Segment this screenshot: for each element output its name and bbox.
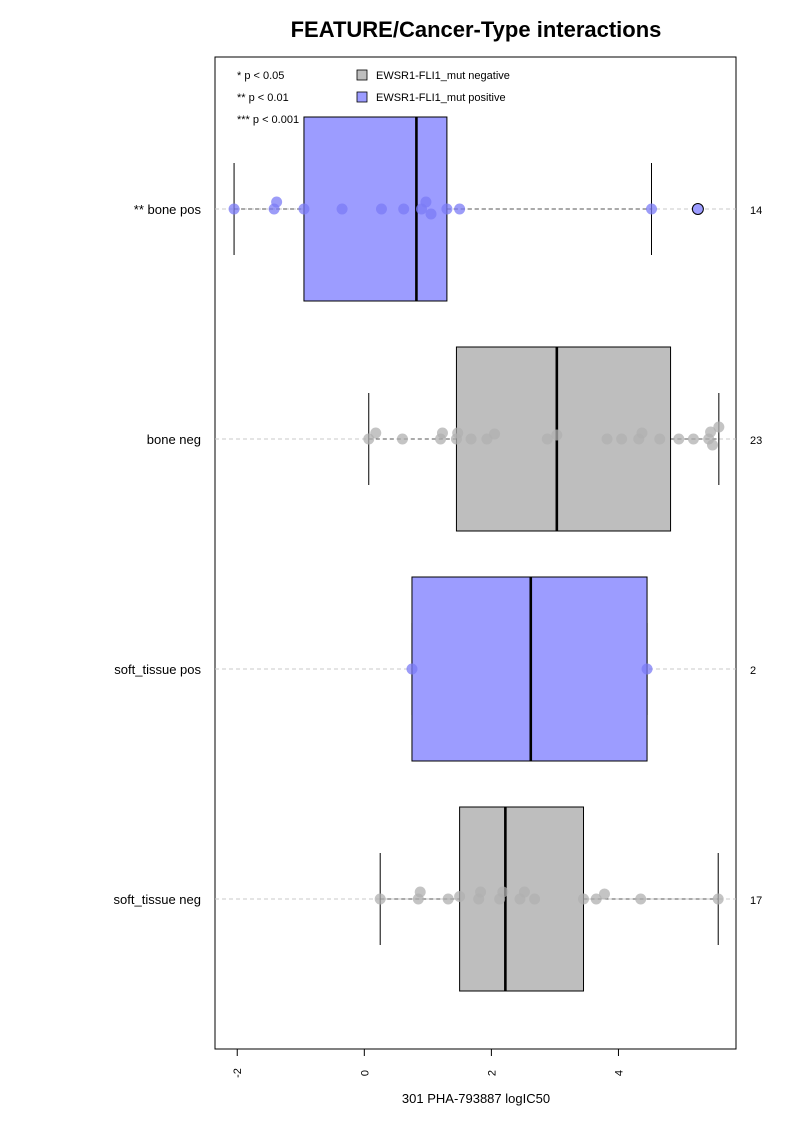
data-point — [654, 433, 666, 445]
group-soft-tissue-neg: soft_tissue neg 17 — [114, 806, 762, 992]
x-axis-label: 301 PHA-793887 logIC50 — [402, 1091, 550, 1106]
data-point — [497, 886, 509, 898]
data-point — [705, 426, 717, 438]
data-point — [635, 893, 647, 905]
data-point — [590, 893, 602, 905]
data-point — [465, 433, 477, 445]
x-tick-label: 2 — [486, 1070, 498, 1076]
data-point — [713, 421, 725, 433]
data-point — [454, 203, 466, 215]
legend-swatch-positive — [356, 91, 368, 103]
legend: EWSR1-FLI1_mut negative EWSR1-FLI1_mut p… — [356, 69, 510, 104]
data-point — [601, 433, 613, 445]
data-point — [398, 203, 410, 215]
data-point — [425, 208, 437, 220]
significance-legend-item: *** p < 0.001 — [237, 114, 299, 126]
data-point — [454, 891, 466, 902]
group-bone-neg: bone neg 23 — [147, 346, 762, 532]
x-tick-label: 0 — [359, 1070, 371, 1076]
x-tick-label: -2 — [232, 1068, 244, 1078]
group-label: ** bone pos — [134, 202, 202, 217]
data-point — [616, 433, 628, 445]
group-soft-tissue-pos: soft_tissue pos 2 — [114, 576, 756, 762]
significance-legend-item: * p < 0.05 — [237, 70, 284, 82]
data-point — [375, 203, 387, 215]
significance-legend-item: ** p < 0.01 — [237, 92, 289, 104]
data-point — [436, 427, 448, 439]
data-point — [673, 433, 685, 445]
group-bone-pos: ** bone pos 14 — [134, 116, 762, 302]
data-point — [374, 893, 386, 905]
chart-title: FEATURE/Cancer-Type interactions — [291, 17, 662, 42]
data-point — [641, 663, 653, 675]
data-point — [336, 203, 348, 215]
data-point — [442, 893, 454, 905]
data-point — [529, 893, 541, 905]
data-point — [687, 433, 699, 445]
data-point — [706, 439, 718, 451]
data-point — [645, 203, 657, 215]
data-point — [396, 433, 408, 445]
x-axis: -2 0 2 4 — [232, 1048, 625, 1078]
data-point — [551, 429, 563, 441]
data-point — [298, 203, 310, 215]
data-point — [452, 427, 464, 439]
data-point — [420, 196, 432, 208]
data-point — [541, 433, 553, 445]
data-point — [441, 203, 453, 215]
data-point — [598, 888, 610, 900]
data-point — [406, 663, 418, 675]
data-point — [271, 196, 283, 208]
data-point — [636, 427, 648, 439]
legend-swatch-negative — [356, 69, 368, 81]
x-tick-label: 4 — [613, 1070, 625, 1076]
group-label: bone neg — [147, 432, 201, 447]
data-point — [370, 427, 382, 439]
data-point — [518, 886, 530, 898]
data-point — [489, 428, 501, 440]
data-point — [712, 893, 724, 905]
legend-label-negative: EWSR1-FLI1_mut negative — [376, 70, 510, 82]
group-count: 2 — [750, 665, 756, 677]
group-label: soft_tissue pos — [114, 662, 201, 677]
data-point — [578, 893, 590, 905]
group-count: 23 — [750, 435, 762, 447]
data-point — [475, 886, 487, 898]
group-count: 14 — [750, 205, 762, 217]
group-count: 17 — [750, 895, 762, 907]
data-point — [228, 203, 240, 215]
group-label: soft_tissue neg — [114, 892, 201, 907]
outlier-point — [691, 203, 704, 215]
data-point — [414, 886, 426, 898]
significance-legend: * p < 0.05 ** p < 0.01 *** p < 0.001 — [237, 70, 299, 126]
legend-label-positive: EWSR1-FLI1_mut positive — [376, 92, 506, 104]
